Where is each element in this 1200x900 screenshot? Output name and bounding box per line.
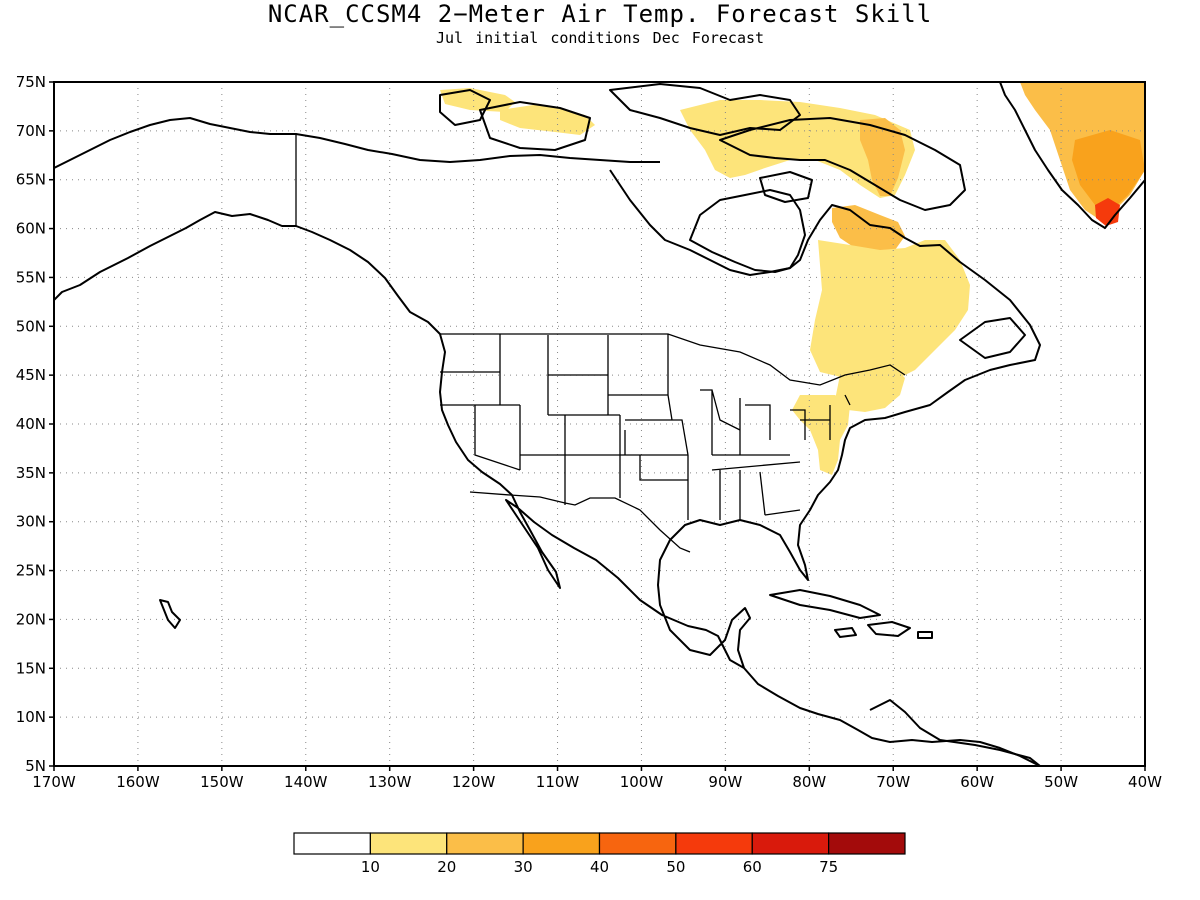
colorbar-swatch	[598, 832, 677, 855]
colorbar-swatch	[293, 832, 371, 855]
skill-region-northern-quebec	[832, 205, 905, 252]
skill-region-arctic-archipelago-central	[500, 104, 595, 135]
lon-tick-label: 80W	[792, 773, 826, 791]
skill-region-pennsylvania-ohio	[792, 395, 850, 475]
skill-region-northeast-us	[835, 368, 905, 412]
lat-tick-label: 15N	[16, 659, 46, 677]
lat-tick-label: 60N	[16, 220, 46, 238]
victoria-island	[479, 101, 591, 151]
lat-tick-label: 75N	[16, 73, 46, 91]
longitude-ticks: 170W 160W 150W 140W 130W 120W 110W 100W 90W 80W 70…	[32, 766, 1162, 791]
lat-lon-gridlines	[54, 82, 1145, 766]
colorbar-label: 20	[437, 858, 456, 876]
newfoundland	[959, 317, 1026, 359]
colorbar-label: 40	[590, 858, 609, 876]
hispaniola	[867, 621, 911, 637]
baffin-island	[719, 117, 966, 211]
lon-tick-label: 110W	[536, 773, 580, 791]
colorbar-swatch	[522, 832, 601, 855]
banks-island	[439, 89, 491, 126]
lat-tick-label: 65N	[16, 171, 46, 189]
lat-tick-label: 5N	[25, 757, 46, 775]
southampton-island	[759, 171, 813, 203]
colorbar-swatch	[675, 832, 753, 855]
us-state-lines	[440, 334, 851, 520]
us-canada-border	[440, 333, 906, 386]
political-borders	[295, 134, 906, 553]
jamaica	[834, 627, 857, 638]
ellesmere-island	[609, 83, 801, 136]
lon-tick-label: 150W	[200, 773, 244, 791]
hawaii	[159, 599, 181, 629]
lon-tick-label: 130W	[368, 773, 412, 791]
map-title: NCAR_CCSM4 2−Meter Air Temp. Forecast Sk…	[267, 0, 933, 28]
lat-tick-label: 10N	[16, 708, 46, 726]
skill-region-greenland-east	[1072, 130, 1145, 212]
plot-frame	[53, 81, 1146, 767]
latitude-ticks: 75N 70N 65N 60N 55N 50N 45N 40N 35N 30N 25N 20N 15N 1…	[16, 73, 54, 775]
lat-tick-label: 50N	[16, 317, 46, 335]
lon-tick-label: 120W	[452, 773, 496, 791]
colorbar-label: 10	[361, 858, 380, 876]
lat-tick-label: 25N	[16, 562, 46, 580]
us-mexico-border	[469, 491, 691, 553]
north-america-coastline	[54, 117, 1041, 766]
puerto-rico	[917, 631, 933, 639]
cuba	[769, 589, 881, 619]
greenland	[999, 82, 1145, 229]
lon-tick-label: 50W	[1044, 773, 1078, 791]
lon-tick-label: 60W	[960, 773, 994, 791]
lon-tick-label: 100W	[620, 773, 664, 791]
lat-tick-label: 35N	[16, 464, 46, 482]
skill-region-arctic-archipelago-west	[440, 88, 515, 112]
lon-tick-label: 90W	[708, 773, 742, 791]
skill-region-greenland-south-tip	[1095, 198, 1120, 226]
lon-tick-label: 160W	[116, 773, 160, 791]
coastlines	[54, 82, 1145, 766]
lon-tick-label: 170W	[32, 773, 76, 791]
lat-tick-label: 30N	[16, 513, 46, 531]
colorbar: 10 20 30 40 50 60 75	[293, 832, 906, 876]
lat-tick-label: 20N	[16, 610, 46, 628]
colorbar-swatch	[446, 832, 524, 855]
colorbar-label: 60	[743, 858, 762, 876]
south-america-coast	[869, 699, 1041, 766]
colorbar-label: 75	[819, 858, 838, 876]
colorbar-swatch	[369, 832, 448, 855]
lon-tick-label: 70W	[876, 773, 910, 791]
lat-tick-label: 40N	[16, 415, 46, 433]
hudson-bay-coastline	[689, 189, 806, 273]
colorbar-swatch	[751, 832, 830, 855]
skill-region-baffin-island-core	[860, 118, 905, 196]
lat-tick-label: 70N	[16, 122, 46, 140]
map-subtitle: Jul initial conditions Dec Forecast	[435, 29, 765, 47]
lon-tick-label: 140W	[284, 773, 328, 791]
colorbar-swatch	[828, 832, 906, 855]
lat-tick-label: 45N	[16, 366, 46, 384]
colorbar-label: 30	[514, 858, 533, 876]
skill-shading	[440, 82, 1145, 475]
colorbar-label: 50	[666, 858, 685, 876]
lat-tick-label: 55N	[16, 268, 46, 286]
skill-region-quebec-labrador	[810, 240, 970, 385]
lon-tick-label: 40W	[1128, 773, 1162, 791]
